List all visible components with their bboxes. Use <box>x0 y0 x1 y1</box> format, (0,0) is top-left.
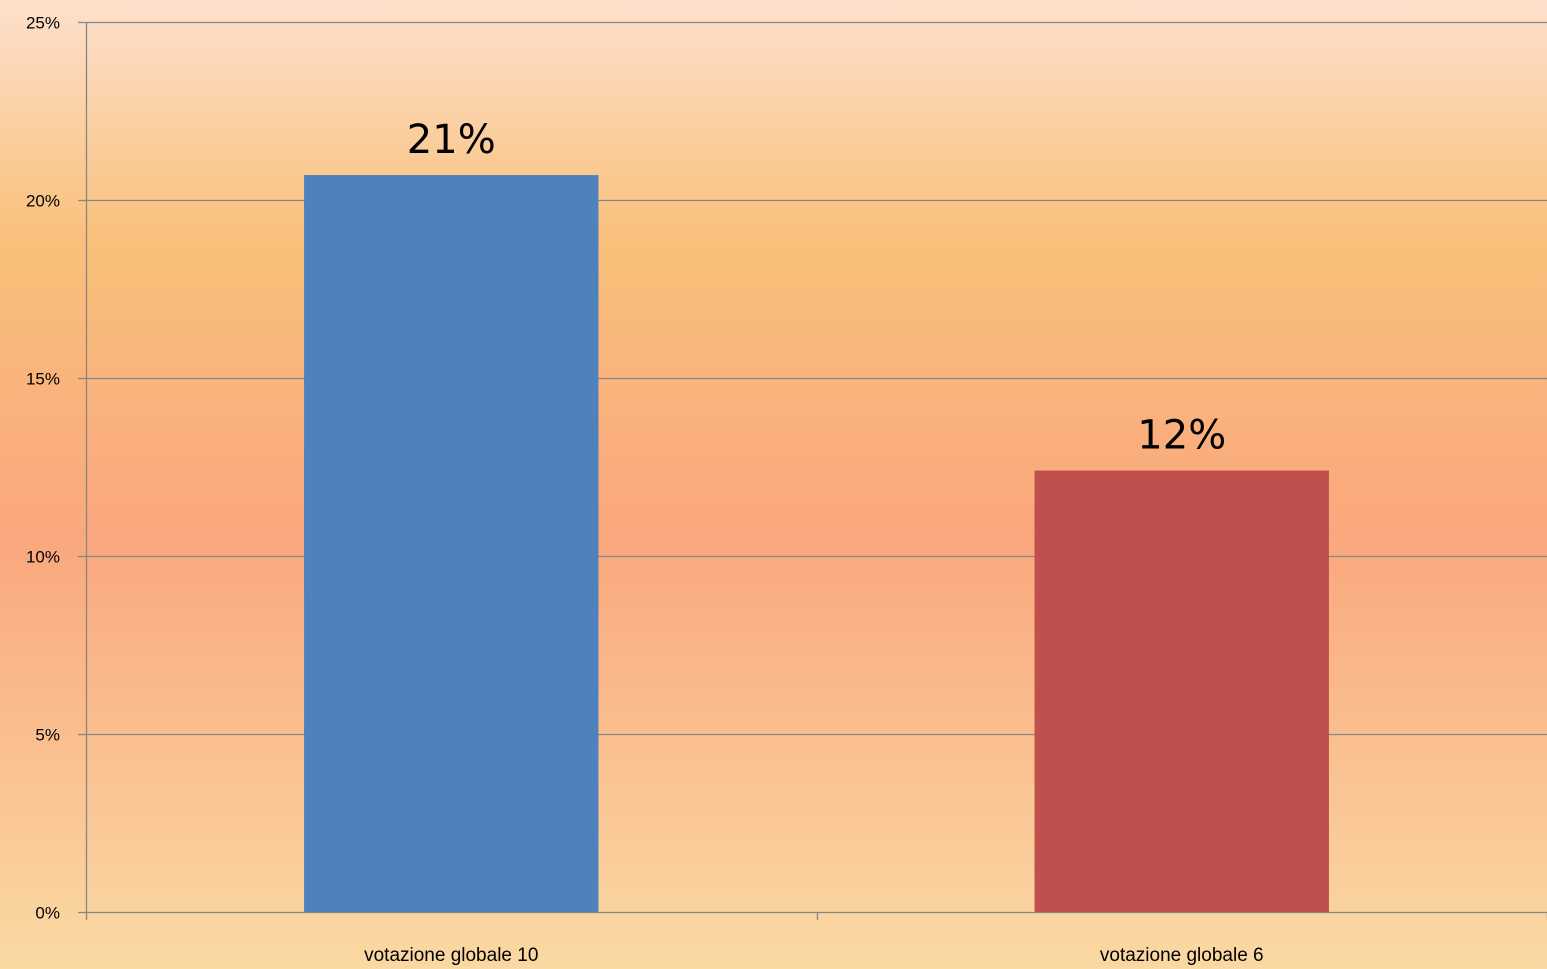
axes: 0% 5% 10% 15% 20% 25% <box>26 14 1547 923</box>
y-tick-label: 10% <box>26 548 60 567</box>
y-tick-label: 25% <box>26 14 60 33</box>
data-label: 12% <box>1137 413 1226 459</box>
bar <box>1034 470 1329 912</box>
labels: 21% votazione globale 10 12% votazione glob… <box>364 117 1264 966</box>
y-tick-label: 5% <box>35 726 60 745</box>
y-tick-label: 15% <box>26 370 60 389</box>
bars <box>304 175 1329 912</box>
y-tick-label: 20% <box>26 192 60 211</box>
x-category-label: votazione globale 10 <box>364 945 538 966</box>
y-tick-label: 0% <box>35 904 60 923</box>
data-label: 21% <box>407 117 496 163</box>
x-category-label: votazione globale 6 <box>1100 945 1264 966</box>
bar <box>304 175 599 912</box>
